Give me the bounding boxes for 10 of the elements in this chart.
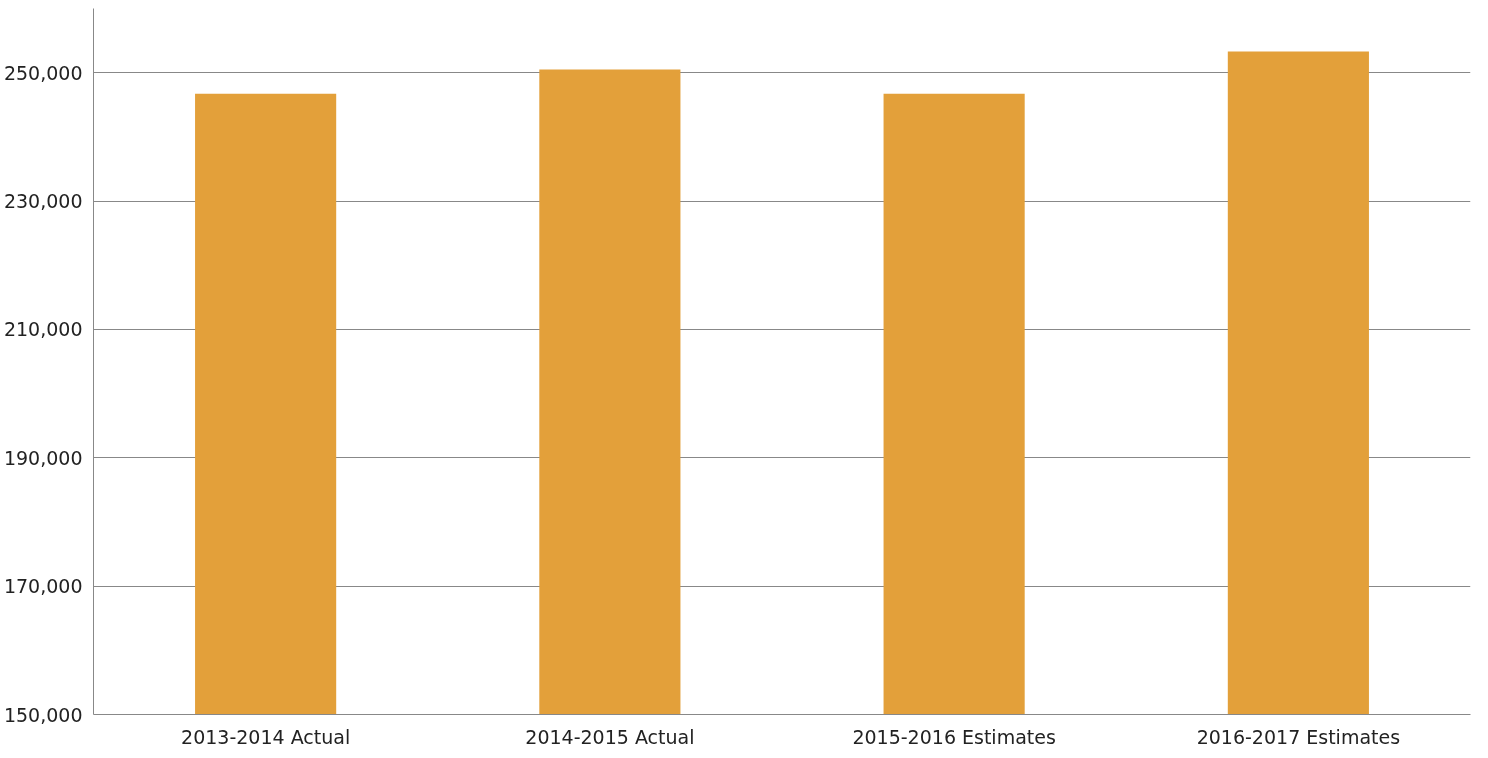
- y-tick-label: 210,000: [3, 318, 83, 341]
- y-tick-label: 230,000: [3, 190, 83, 213]
- y-tick-label: 190,000: [3, 446, 83, 469]
- x-tick-label: 2015-2016 Estimates: [852, 725, 1056, 748]
- x-tick-label: 2013-2014 Actual: [181, 725, 351, 748]
- y-tick-label: 150,000: [3, 703, 83, 726]
- x-tick-label: 2016-2017 Estimates: [1196, 725, 1401, 748]
- x-tick-label: 2014-2015 Actual: [525, 725, 695, 748]
- y-tick-label: 170,000: [3, 575, 83, 598]
- y-tick-label: 250,000: [3, 61, 83, 84]
